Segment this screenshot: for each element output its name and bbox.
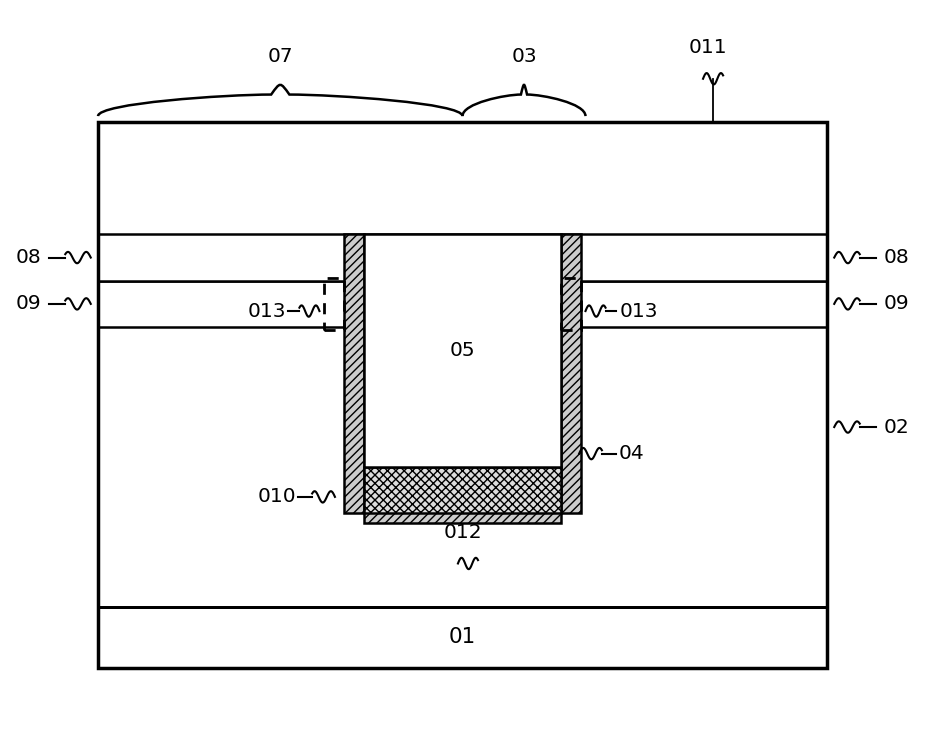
Bar xyxy=(98,234,827,281)
Text: 013: 013 xyxy=(619,302,658,321)
Bar xyxy=(561,234,581,513)
Bar xyxy=(98,281,827,326)
Bar xyxy=(364,466,561,513)
Bar xyxy=(98,122,827,607)
Text: 04: 04 xyxy=(618,444,644,463)
Bar xyxy=(364,511,561,523)
Text: 08: 08 xyxy=(883,248,909,267)
Bar xyxy=(344,234,364,513)
Text: 013: 013 xyxy=(247,302,286,321)
Text: 02: 02 xyxy=(883,417,909,436)
Text: 03: 03 xyxy=(512,47,536,66)
Bar xyxy=(561,277,581,330)
Bar xyxy=(324,277,344,330)
Text: 010: 010 xyxy=(257,488,296,507)
Bar xyxy=(364,234,561,466)
Text: 09: 09 xyxy=(16,294,42,313)
Text: 09: 09 xyxy=(883,294,909,313)
Text: 012: 012 xyxy=(443,523,482,542)
Text: 01: 01 xyxy=(449,627,476,647)
Text: 05: 05 xyxy=(450,340,475,359)
Text: 08: 08 xyxy=(16,248,42,267)
Bar xyxy=(98,122,827,668)
Text: 011: 011 xyxy=(688,38,727,57)
Bar xyxy=(98,607,827,668)
Text: 07: 07 xyxy=(267,47,293,66)
